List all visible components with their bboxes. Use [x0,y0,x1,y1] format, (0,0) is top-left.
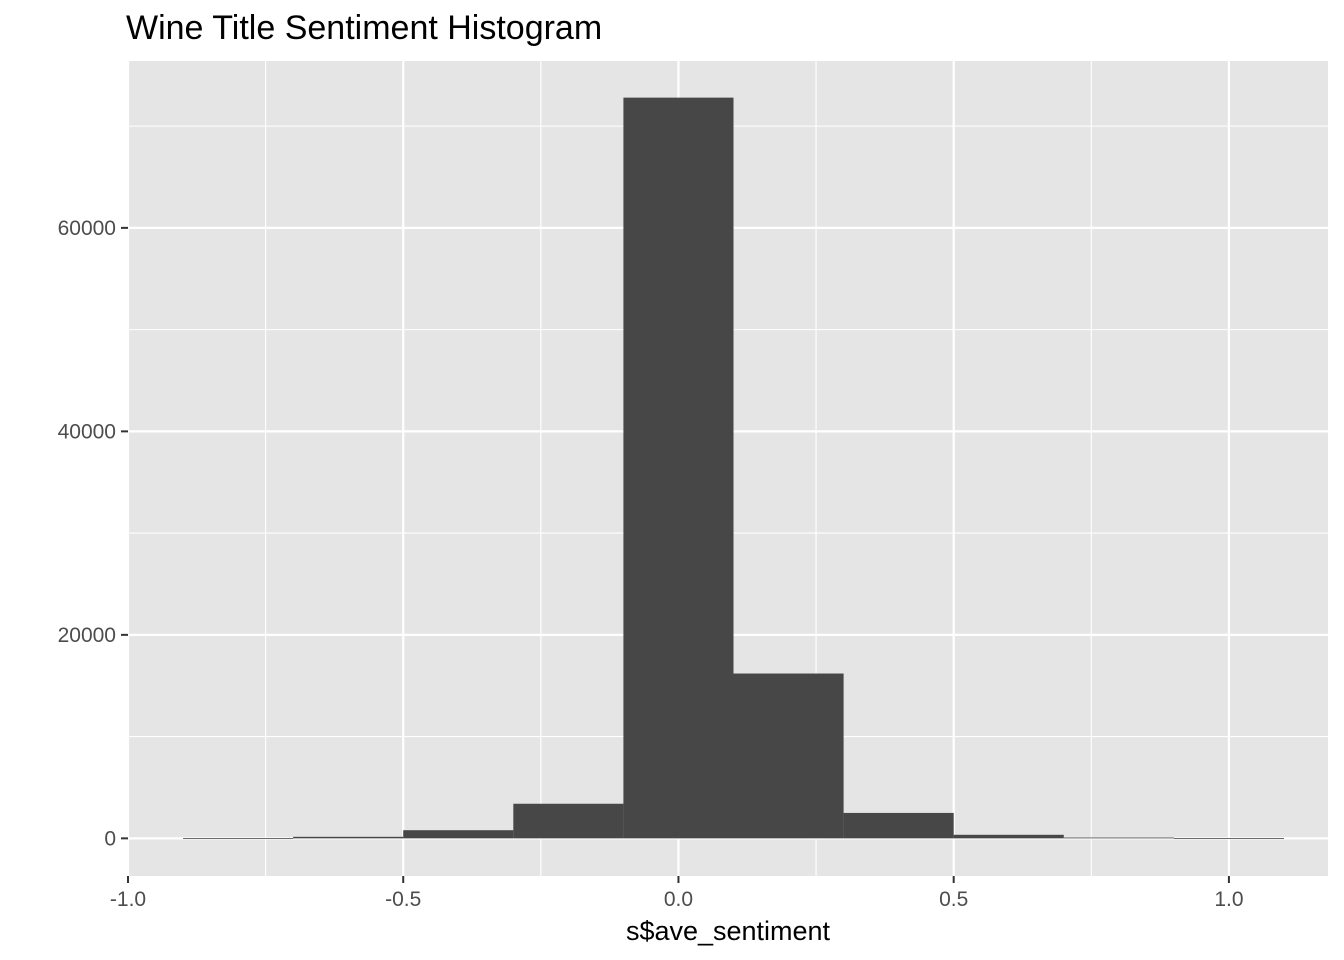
histogram-bar [953,834,1064,839]
histogram-bar [843,812,954,839]
histogram-bar [183,838,294,839]
x-tick-label: 0.5 [939,888,968,911]
histogram-bar [1173,838,1284,839]
x-tick-label: -0.5 [385,888,421,911]
x-tick-label: -1.0 [110,888,146,911]
histogram-bar [403,830,514,839]
histogram-bar [623,97,734,839]
histogram-bar [1063,837,1174,839]
histogram-bar [513,803,624,839]
y-axis: 0 20000 40000 60000 [58,217,128,850]
histogram-bar [293,836,404,839]
chart-title: Wine Title Sentiment Histogram [126,9,602,47]
x-axis: -1.0 -0.5 0.0 0.5 1.0 [110,876,1244,911]
y-tick-label: 0 [104,827,116,850]
histogram-bar [733,673,844,839]
histogram-bars [183,97,1284,839]
x-tick-label: 1.0 [1214,888,1243,911]
y-tick-label: 60000 [58,217,116,240]
y-tick-label: 20000 [58,624,116,647]
x-tick-label: 0.0 [664,888,693,911]
y-tick-label: 40000 [58,420,116,443]
x-axis-title: s$ave_sentiment [626,916,831,946]
